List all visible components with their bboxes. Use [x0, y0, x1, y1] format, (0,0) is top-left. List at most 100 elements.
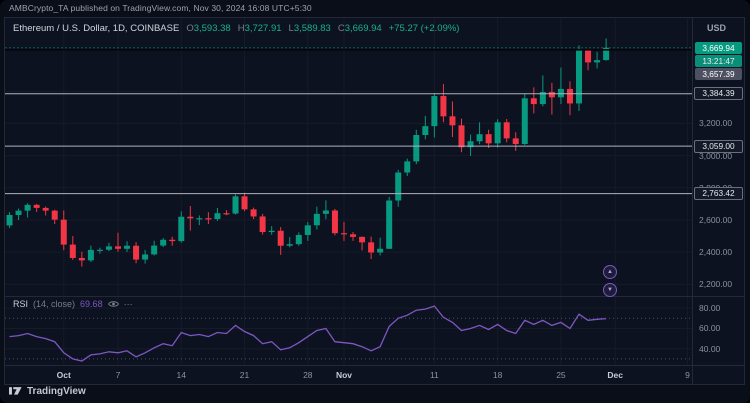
rsi-value: 69.68 — [80, 299, 103, 309]
last-price-badge: 3,669.94 — [695, 42, 742, 54]
candle-body — [350, 234, 357, 237]
candle-body — [458, 125, 465, 148]
candle-body — [594, 60, 601, 63]
more-icon[interactable]: ⋯ — [123, 299, 133, 309]
candle-body — [395, 172, 402, 201]
time-axis-label[interactable]: 21 — [239, 370, 250, 380]
candle-body — [322, 210, 329, 214]
candle-body — [431, 96, 438, 127]
candle-body — [277, 230, 284, 246]
time-axis-label[interactable]: 18 — [492, 370, 503, 380]
candle-body — [15, 210, 22, 215]
open-label: O — [186, 23, 194, 34]
price-axis-label[interactable]: 2,400.00 — [699, 247, 733, 258]
currency-label[interactable]: USD — [707, 23, 727, 33]
candle-body — [124, 245, 131, 249]
symbol-title[interactable]: Ethereum / U.S. Dollar, 1D, COINBASE — [13, 23, 180, 34]
candle-body — [603, 47, 610, 61]
rsi-legend: RSI (14, close) 69.68 ⋯ — [13, 299, 133, 309]
ohlc-low: L 3,589.83 — [289, 23, 331, 34]
price-axis-label[interactable]: 2,200.00 — [699, 279, 733, 290]
candle-body — [512, 138, 519, 145]
marker-up-circle[interactable]: ▲ — [603, 265, 617, 279]
candle-body — [566, 88, 573, 104]
candle-body — [449, 116, 456, 126]
candle-body — [476, 134, 483, 142]
candle-body — [521, 98, 528, 145]
candle-body — [178, 216, 185, 242]
footer: TradingView — [9, 382, 86, 400]
candle-body — [96, 249, 103, 251]
candle-body — [413, 134, 420, 162]
price-axis-label[interactable]: 3,200.00 — [699, 118, 733, 129]
marker-down-circle[interactable]: ▼ — [603, 283, 617, 297]
rsi-axis-label[interactable]: 40.00 — [699, 343, 721, 354]
tradingview-logo-icon[interactable] — [9, 382, 22, 400]
high-label: H — [237, 23, 245, 34]
candle-body — [485, 134, 492, 144]
candle-body — [304, 225, 311, 235]
down-arrow-icon: ▼ — [607, 287, 613, 293]
candle-body — [6, 214, 13, 226]
candle-body — [404, 161, 411, 173]
candle-body — [331, 210, 338, 234]
price-line-badge: 2,763.42 — [694, 187, 743, 201]
candle-body — [114, 246, 121, 249]
candle-body — [42, 207, 49, 211]
candle-body — [142, 254, 149, 260]
candle-body — [24, 204, 31, 211]
close-label: C — [337, 23, 345, 34]
price-axis-label[interactable]: 3,000.00 — [699, 150, 733, 161]
candle-body — [187, 216, 194, 219]
candle-body — [386, 200, 393, 249]
time-axis-separator — [5, 365, 744, 366]
candle-body — [576, 50, 583, 104]
pane-divider[interactable] — [5, 296, 744, 297]
time-axis-label[interactable]: 28 — [303, 370, 313, 380]
rsi-title[interactable]: RSI — [13, 299, 29, 309]
price-axis-label[interactable]: 2,600.00 — [699, 214, 733, 225]
time-axis-label[interactable]: Oct — [56, 370, 71, 380]
candle-body — [60, 219, 67, 245]
price-line-badge: 3,384.39 — [694, 87, 743, 101]
candle-body — [530, 98, 537, 105]
low-value: 3,589.83 — [293, 23, 331, 34]
change-value: +75.27 (+2.09%) — [388, 23, 460, 34]
chart-card: Ethereum / U.S. Dollar, 1D, COINBASE O 3,… — [4, 17, 745, 385]
rsi-axis-label[interactable]: 80.00 — [699, 303, 721, 314]
time-axis-label[interactable]: 9 — [685, 370, 690, 380]
candle-body — [377, 248, 384, 253]
candle-body — [503, 122, 510, 139]
ohlc-open: O 3,593.38 — [186, 23, 230, 34]
candle-body — [313, 213, 320, 226]
rsi-line — [9, 305, 607, 362]
visibility-icon[interactable] — [107, 300, 119, 308]
candle-body — [241, 196, 248, 210]
candle-body — [51, 210, 58, 220]
candle-body — [368, 242, 375, 253]
candle-body — [286, 244, 293, 246]
time-axis-label[interactable]: Dec — [607, 370, 623, 380]
candle-body — [539, 92, 546, 105]
candle-body — [223, 213, 230, 215]
high-value: 3,727.91 — [244, 23, 282, 34]
time-axis-label[interactable]: Nov — [335, 370, 352, 380]
ohlc-close: C 3,669.94 — [338, 23, 382, 34]
tradingview-brand[interactable]: TradingView — [27, 385, 86, 397]
up-arrow-icon: ▲ — [607, 269, 613, 275]
candle-body — [133, 245, 140, 260]
time-axis-label[interactable]: 25 — [556, 370, 566, 380]
price-axis-separator — [692, 18, 693, 384]
candle-body — [585, 50, 592, 63]
candle-body — [196, 218, 203, 220]
rsi-axis-label[interactable]: 60.00 — [699, 323, 721, 334]
symbol-legend: Ethereum / U.S. Dollar, 1D, COINBASE O 3,… — [13, 23, 459, 34]
time-axis-label[interactable]: 14 — [176, 370, 186, 380]
candle-body — [33, 204, 40, 208]
ohlc-high: H 3,727.91 — [238, 23, 282, 34]
time-axis-label[interactable]: 7 — [115, 370, 121, 380]
time-axis-label[interactable]: 11 — [429, 370, 439, 380]
candlestick-chart[interactable] — [5, 18, 744, 384]
candle-body — [548, 92, 555, 98]
